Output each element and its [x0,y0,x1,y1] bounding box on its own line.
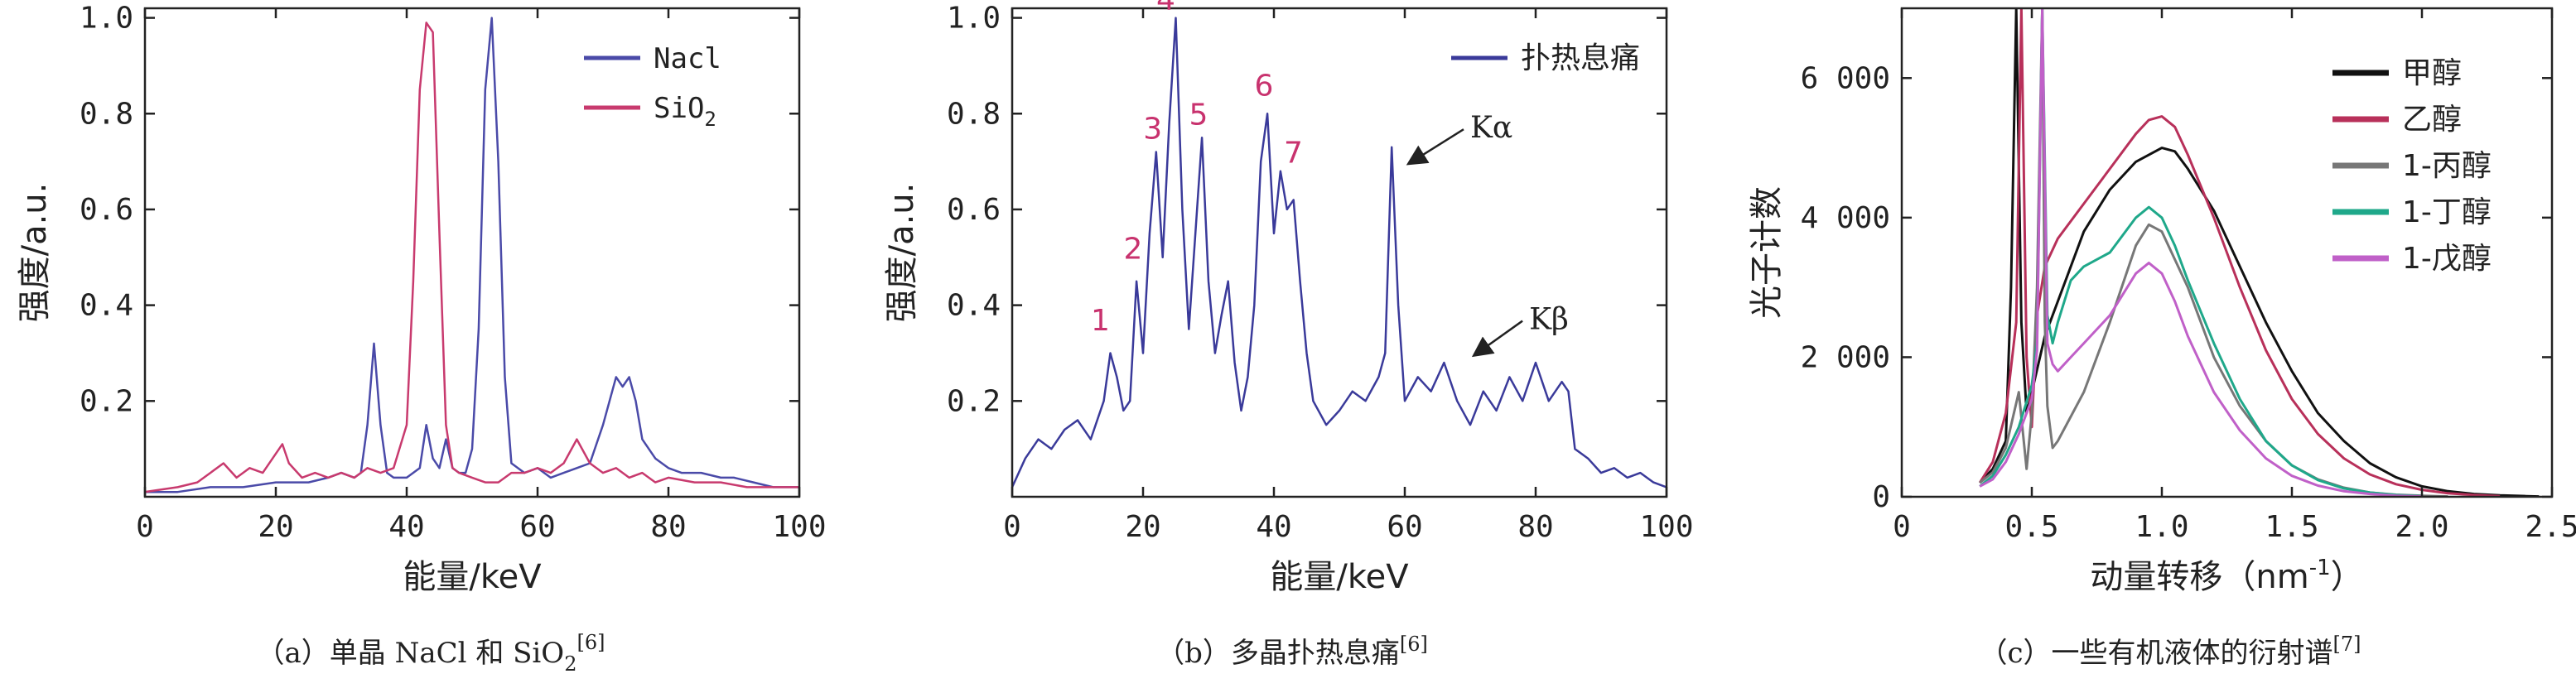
x-tick-label: 0 [1893,510,1911,544]
y-tick-label: 0.2 [947,384,1001,418]
annotation-arrow [1471,320,1523,358]
x-axis-label: 能量/keV [1270,558,1409,596]
y-tick-label: 6 000 [1801,61,1890,95]
y-tick-label: 0.6 [80,193,133,227]
legend-name: 扑热息痛 [1521,41,1640,75]
peak-label: 1 [1091,304,1110,338]
plot-frame [143,7,801,498]
x-axis-label-end: ） [2331,558,2364,596]
x-tick-label: 40 [388,510,424,544]
panel-caption: （b）多晶扑热息痛[6] [1156,633,1428,670]
y-tick-label: 0.8 [80,97,133,131]
legend-name: SiO [654,92,704,125]
series-line-5 [1979,8,2423,497]
caption-ref: [6] [1400,633,1428,656]
series-line-3 [1979,8,2448,497]
y-tick-label: 0 [1872,480,1890,514]
legend-name: 甲醇 [2402,56,2462,90]
x-tick-label: 0 [136,510,154,544]
y-axis-label: 强度/a.u. [16,183,54,323]
x-tick-label: 80 [650,510,686,544]
x-axis-label: 动量转移（nm-1） [2090,556,2363,596]
x-tick-label: 20 [258,510,293,544]
caption-subscript: 2 [564,652,576,676]
series-line-1 [1979,8,2540,497]
y-tick-label: 0.2 [80,384,133,418]
caption-text: （b）多晶扑热息痛 [1156,637,1400,670]
x-tick-label: 100 [772,510,826,544]
x-tick-label: 2.5 [2525,510,2576,544]
legend-label: 乙醇 [2402,103,2462,137]
y-tick-label: 4 000 [1801,201,1890,235]
legend-name: 1-丁醇 [2402,195,2492,229]
peak-label: 5 [1189,98,1208,132]
annotation-label: Kβ [1529,303,1569,337]
peak-label: 7 [1284,137,1303,171]
panel-caption: （a）单晶 NaCl 和 SiO2[6] [257,631,605,676]
plot-frame [1900,7,2554,498]
caption-ref: [6] [576,631,605,654]
legend-label: 1-丁醇 [2402,195,2492,229]
x-tick-label: 80 [1517,510,1553,544]
legend-label: Nacl [654,42,721,75]
legend-label: 1-戊醇 [2402,242,2492,276]
x-axis-label-text: 能量/keV [1270,558,1409,596]
x-axis-label-text: 能量/keV [403,558,542,596]
y-tick-label: 0.4 [947,289,1001,323]
chart-panel-b: 0 20 40 60 80 100 0.2 0.4 0.6 0.8 1.0 能量/keV 强度/a.u.… [883,0,1694,670]
x-axis-label-sup: -1 [2309,556,2331,580]
peak-label: 4 [1156,0,1175,17]
series-line-1 [1012,17,1667,488]
legend-subscript: 2 [704,108,716,131]
series-line-1 [145,17,799,493]
x-tick-label: 1.5 [2265,510,2318,544]
caption-ref: [7] [2333,633,2361,656]
x-axis-label-text: 动量转移（nm [2090,558,2308,596]
annotation-arrow [1406,128,1464,166]
annotation-label: Kα [1470,111,1512,145]
y-tick-label: 0.4 [80,289,133,323]
x-tick-label: 60 [1387,510,1422,544]
x-tick-label: 60 [519,510,555,544]
y-tick-label: 1.0 [947,2,1001,36]
y-tick-label: 0.6 [947,193,1001,227]
x-tick-label: 0.5 [2004,510,2058,544]
legend-label: 1-丙醇 [2402,149,2492,183]
x-tick-label: 1.0 [2135,510,2188,544]
x-tick-label: 0 [1003,510,1021,544]
x-tick-label: 20 [1125,510,1160,544]
y-axis-label: 强度/a.u. [883,183,921,323]
y-tick-label: 1.0 [80,2,133,36]
legend-name: 1-丙醇 [2402,149,2492,183]
peak-label: 3 [1143,113,1162,147]
legend-label: 甲醇 [2402,56,2462,90]
x-tick-label: 100 [1639,510,1693,544]
series-line-2 [145,22,799,493]
caption-text: （c）一些有机液体的衍射谱 [1979,637,2332,670]
y-axis-label: 光子计数 [1748,186,1786,319]
peak-label: 6 [1254,70,1273,103]
legend-name: 1-戊醇 [2402,242,2492,276]
legend-name: 乙醇 [2402,103,2462,137]
legend-label: SiO2 [654,92,716,131]
caption-text: （a）单晶 NaCl 和 SiO [257,637,565,670]
legend-name: Nacl [654,42,721,75]
x-tick-label: 2.0 [2395,510,2448,544]
y-tick-label: 0.8 [947,97,1001,131]
legend-label: 扑热息痛 [1521,41,1640,75]
peak-label: 2 [1123,232,1142,266]
y-tick-label: 2 000 [1801,340,1890,374]
panel-caption: （c）一些有机液体的衍射谱[7] [1979,633,2361,670]
chart-panel-c: 0 0.5 1.0 1.5 2.0 2.5 0 2 000 4 000 6 000 动量转移（nm-… [1748,7,2576,670]
chart-panel-a: 0 20 40 60 80 100 0.2 0.4 0.6 0.8 1.0 能量/keV 强度/a.u.… [16,2,827,676]
x-tick-label: 40 [1256,510,1291,544]
x-axis-label: 能量/keV [403,558,542,596]
series-line-2 [1978,8,2501,497]
plot-frame [1011,7,1668,498]
